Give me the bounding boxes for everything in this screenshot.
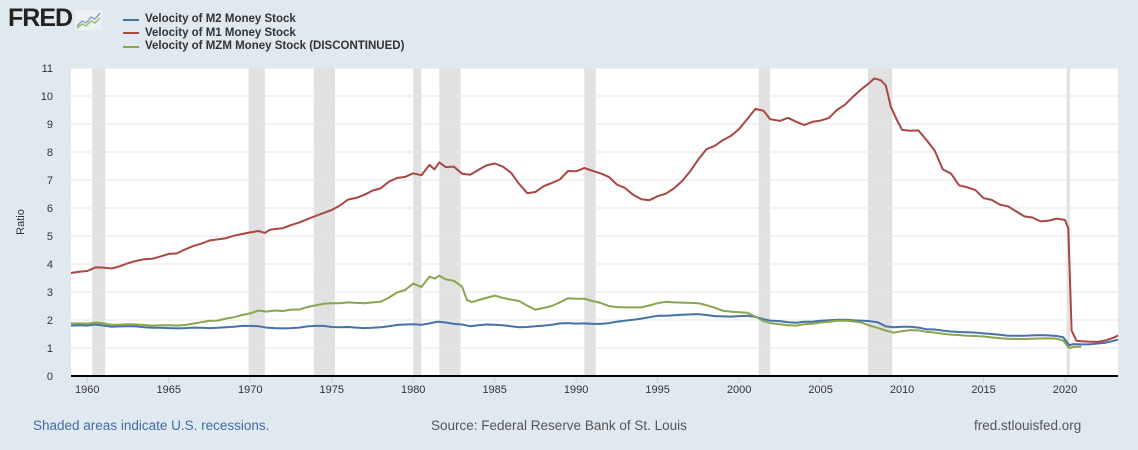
recession-band xyxy=(92,68,106,376)
x-tick-label: 1965 xyxy=(157,384,181,396)
series-line-m1 xyxy=(70,77,1119,343)
y-tick-label: 4 xyxy=(47,259,53,271)
x-tick-label: 1995 xyxy=(645,384,669,396)
y-tick-label: 9 xyxy=(47,119,53,131)
x-tick-label: 2015 xyxy=(971,384,995,396)
x-tick-label: 1985 xyxy=(482,384,506,396)
x-tick-label: 1970 xyxy=(238,384,262,396)
legend-item-m1[interactable]: Velocity of M1 Money Stock xyxy=(123,27,404,41)
y-tick-label: 8 xyxy=(47,147,53,159)
recession-band xyxy=(313,68,335,376)
y-tick-label: 0 xyxy=(47,371,53,383)
y-axis-label: Ratio xyxy=(15,209,27,235)
legend-label-m1: Velocity of M1 Money Stock xyxy=(145,26,296,39)
x-tick-label: 1975 xyxy=(319,384,343,396)
x-tick-label: 1980 xyxy=(401,384,425,396)
series-line-mzm xyxy=(71,274,1082,349)
legend-swatch-m1 xyxy=(123,32,139,35)
fred-logo: FRED xyxy=(8,4,103,32)
recession-band xyxy=(1066,68,1070,376)
recession-band xyxy=(758,68,771,376)
x-tick-label: 2000 xyxy=(727,384,751,396)
series-lines xyxy=(70,77,1119,349)
chart-legend: Velocity of M2 Money Stock Velocity of M… xyxy=(123,13,404,54)
recession-band xyxy=(248,68,265,376)
y-tick-label: 1 xyxy=(47,343,53,355)
y-tick-label: 10 xyxy=(41,91,53,103)
y-tick-label: 7 xyxy=(47,175,53,187)
y-tick-label: 6 xyxy=(47,203,53,215)
legend-item-mzm[interactable]: Velocity of MZM Money Stock (DISCONTINUE… xyxy=(123,40,404,54)
y-tick-label: 5 xyxy=(47,231,53,243)
legend-swatch-m2 xyxy=(123,18,139,21)
y-tick-label: 2 xyxy=(47,315,53,327)
x-tick-label: 1990 xyxy=(564,384,588,396)
x-tick-label: 2005 xyxy=(808,384,832,396)
site-link[interactable]: fred.stlouisfed.org xyxy=(974,418,1082,433)
legend-label-mzm: Velocity of MZM Money Stock (DISCONTINUE… xyxy=(145,40,405,52)
recession-bands xyxy=(92,68,1070,376)
x-tick-label: 2020 xyxy=(1053,384,1077,396)
source-note: Source: Federal Reserve Bank of St. Loui… xyxy=(431,418,687,433)
x-tick-label: 2010 xyxy=(890,384,914,396)
recession-band xyxy=(439,68,461,376)
axes: 0 1 2 3 4 5 6 7 8 9 10 11 1960 1965 1970 1975 1980 1985 19… xyxy=(41,63,1118,396)
recession-note: Shaded areas indicate U.S. recessions. xyxy=(33,418,270,433)
legend-swatch-mzm xyxy=(123,45,139,48)
y-tick-label: 11 xyxy=(42,63,53,75)
recession-band xyxy=(867,68,893,376)
line-chart: 0 1 2 3 4 5 6 7 8 9 10 11 1960 1965 1970 1975 1980 1985 19… xyxy=(15,63,1119,396)
gridlines xyxy=(71,67,1118,349)
series-line-m2 xyxy=(70,313,1119,347)
legend-item-m2[interactable]: Velocity of M2 Money Stock xyxy=(123,13,404,27)
sparkline-chart-icon xyxy=(75,10,103,30)
fred-logo-text: FRED xyxy=(8,4,73,32)
x-tick-label: 1960 xyxy=(75,384,99,396)
recession-band xyxy=(413,68,422,376)
y-tick-label: 3 xyxy=(47,287,53,299)
recession-band xyxy=(584,68,596,376)
legend-label-m2: Velocity of M2 Money Stock xyxy=(145,13,296,25)
